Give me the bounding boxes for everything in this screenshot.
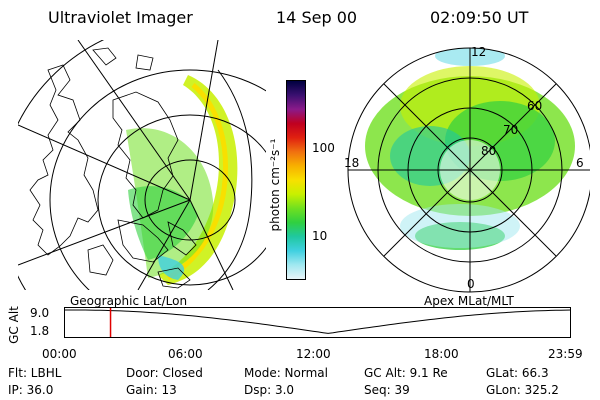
seq-info: Seq: 39 xyxy=(364,383,410,397)
date-label: 14 Sep 00 xyxy=(276,8,358,27)
mlat-label-80: 80 xyxy=(481,144,496,158)
gain-info: Gain: 13 xyxy=(126,383,177,397)
timeline-ytick-top: 9.0 xyxy=(30,306,50,320)
glat-info: GLat: 66.3 xyxy=(486,366,549,380)
mlt-label-6: 6 xyxy=(576,156,584,170)
latitude-circles xyxy=(18,40,266,290)
mlt-label-18: 18 xyxy=(344,156,359,170)
meridians xyxy=(18,40,234,290)
timeline-xtick-1800: 18:00 xyxy=(424,347,459,361)
colorbar xyxy=(286,80,306,280)
gc-alt-info: GC Alt: 9.1 Re xyxy=(364,366,448,380)
apex-polar-map: 60 70 80 12 18 6 0 xyxy=(344,46,590,293)
timeline-xtick-0000: 00:00 xyxy=(42,347,77,361)
colorbar-tick-10: 10 xyxy=(312,229,328,243)
instrument-title: Ultraviolet Imager xyxy=(48,8,193,27)
colorbar-tick-100: 100 xyxy=(312,141,335,155)
mlat-label-70: 70 xyxy=(503,123,518,137)
timeline-xtick-0600: 06:00 xyxy=(168,347,203,361)
coastlines xyxy=(29,47,197,289)
mlt-label-0: 0 xyxy=(467,277,475,291)
timeline-ytick-bottom: 1.8 xyxy=(30,324,50,338)
altitude-curve xyxy=(65,309,572,334)
glon-info: GLon: 325.2 xyxy=(486,383,559,397)
auroral-emission-left xyxy=(126,75,238,285)
ip-info: IP: 36.0 xyxy=(8,383,54,397)
mlt-meridians xyxy=(348,48,590,292)
mlt-label-12: 12 xyxy=(471,46,486,59)
timeline-ylabel: GC Alt xyxy=(7,306,21,344)
filter-info: Flt: LBHL xyxy=(8,366,62,380)
time-label: 02:09:50 UT xyxy=(430,8,529,27)
dsp-info: Dsp: 3.0 xyxy=(244,383,295,397)
timeline-plot xyxy=(64,307,572,338)
geographic-map xyxy=(18,40,266,290)
geographic-caption: Geographic Lat/Lon xyxy=(70,294,188,308)
apex-caption: Apex MLat/MLT xyxy=(424,294,514,308)
mlat-label-60: 60 xyxy=(527,99,542,113)
mode-info: Mode: Normal xyxy=(244,366,328,380)
timeline-xtick-1200: 12:00 xyxy=(296,347,331,361)
earth-limb xyxy=(207,69,253,290)
timeline-xtick-2359: 23:59 xyxy=(548,347,583,361)
door-info: Door: Closed xyxy=(126,366,203,380)
colorbar-label: photon cm⁻²s⁻¹ xyxy=(268,138,282,232)
